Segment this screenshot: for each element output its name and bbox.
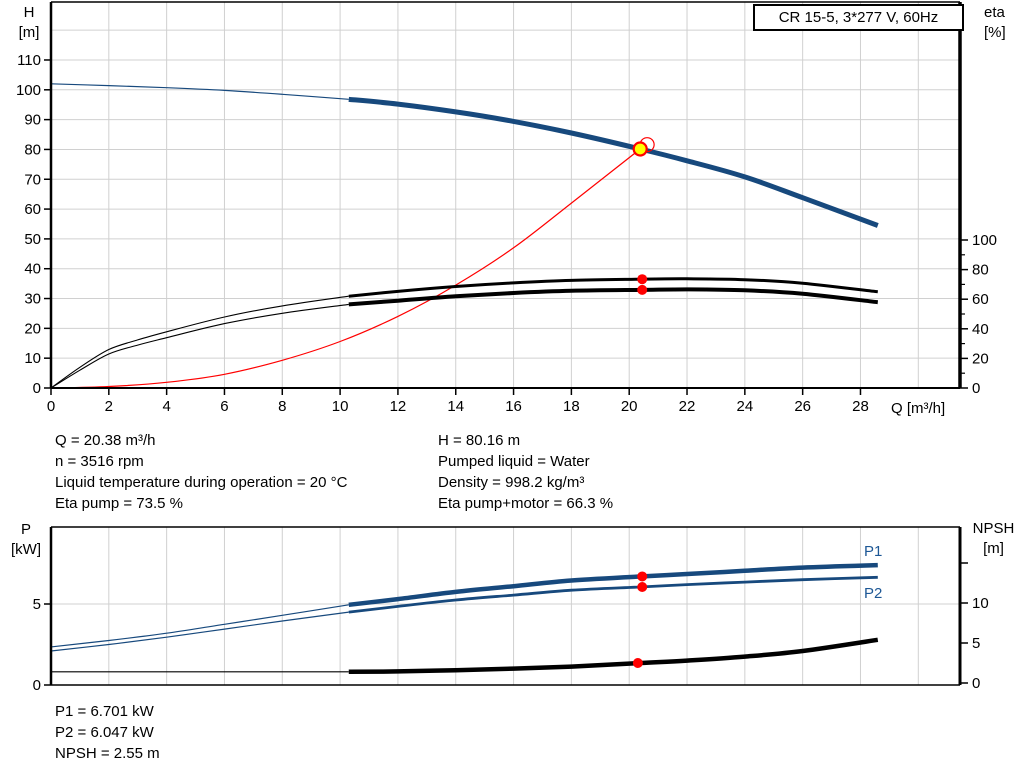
svg-text:20: 20 <box>972 350 989 367</box>
svg-text:P1: P1 <box>864 543 882 560</box>
svg-text:70: 70 <box>24 171 41 188</box>
svg-text:0: 0 <box>972 675 980 692</box>
info-eta-pump: Eta pump = 73.5 % <box>55 495 183 512</box>
svg-text:50: 50 <box>24 231 41 248</box>
svg-text:30: 30 <box>24 291 41 308</box>
svg-text:10: 10 <box>972 595 989 612</box>
npsh-axis-title-unit: [m] <box>983 540 1004 557</box>
svg-text:26: 26 <box>794 398 811 415</box>
svg-text:0: 0 <box>47 398 55 415</box>
svg-text:110: 110 <box>17 52 41 69</box>
svg-text:16: 16 <box>505 398 522 415</box>
head-axis-title-symbol: H <box>23 4 35 21</box>
info-flow: Q = 20.38 m³/h <box>55 432 156 449</box>
svg-text:6: 6 <box>220 398 228 415</box>
svg-text:90: 90 <box>24 112 41 129</box>
power-axis-title: P [kW] <box>2 520 50 560</box>
power-info: P1 = 6.701 kW P2 = 6.047 kW NPSH = 2.55 … <box>55 701 160 764</box>
svg-text:0: 0 <box>33 677 41 694</box>
power-axis-title-symbol: P <box>20 521 31 538</box>
svg-text:24: 24 <box>736 398 753 415</box>
power-axis-title-unit: [kW] <box>11 541 41 558</box>
info-eta-pump-motor: Eta pump+motor = 66.3 % <box>438 495 614 512</box>
flow-axis-title: Q [m³/h] <box>891 400 946 417</box>
info-speed: n = 3516 rpm <box>55 453 144 470</box>
svg-text:P2: P2 <box>864 585 882 602</box>
svg-text:60: 60 <box>972 291 989 308</box>
svg-text:100: 100 <box>16 82 41 99</box>
info-p1: P1 = 6.701 kW <box>55 703 154 720</box>
svg-text:5: 5 <box>972 635 980 652</box>
svg-text:12: 12 <box>390 398 407 415</box>
svg-text:22: 22 <box>679 398 696 415</box>
svg-text:60: 60 <box>24 201 41 218</box>
svg-text:80: 80 <box>972 262 989 279</box>
eta-axis-title-symbol: eta <box>984 4 1005 21</box>
pump-type-box: CR 15-5, 3*277 V, 60Hz <box>753 4 964 31</box>
head-axis-title-unit: [m] <box>18 24 40 41</box>
npsh-axis-title: NPSH [m] <box>963 519 1024 559</box>
svg-text:20: 20 <box>621 398 638 415</box>
info-density: Density = 998.2 kg/m³ <box>438 474 585 491</box>
svg-text:0: 0 <box>33 380 41 397</box>
info-pumped-liquid: Pumped liquid = Water <box>438 453 590 470</box>
svg-text:0: 0 <box>972 380 980 397</box>
svg-text:8: 8 <box>278 398 286 415</box>
npsh-axis-title-symbol: NPSH <box>972 520 1015 537</box>
svg-text:5: 5 <box>33 596 41 613</box>
svg-text:18: 18 <box>563 398 580 415</box>
duty-info-left: Q = 20.38 m³/h n = 3516 rpm Liquid tempe… <box>55 430 347 514</box>
svg-text:100: 100 <box>972 232 997 249</box>
info-liquid-temperature: Liquid temperature during operation = 20… <box>55 474 348 491</box>
svg-text:28: 28 <box>852 398 869 415</box>
svg-text:10: 10 <box>332 398 349 415</box>
eta-axis-title-unit: [%] <box>984 24 1006 41</box>
svg-text:10: 10 <box>24 350 41 367</box>
svg-text:2: 2 <box>105 398 113 415</box>
svg-text:40: 40 <box>24 261 41 278</box>
svg-text:4: 4 <box>162 398 170 415</box>
svg-text:80: 80 <box>24 141 41 158</box>
svg-text:14: 14 <box>447 398 464 415</box>
info-npsh: NPSH = 2.55 m <box>55 745 160 762</box>
head-axis-title: H [m] <box>6 3 52 43</box>
svg-text:40: 40 <box>972 321 989 338</box>
eta-axis-title: eta [%] <box>984 3 1024 43</box>
info-p2: P2 = 6.047 kW <box>55 724 154 741</box>
duty-info-right: H = 80.16 m Pumped liquid = Water Densit… <box>438 430 613 514</box>
svg-text:20: 20 <box>24 320 41 337</box>
info-head: H = 80.16 m <box>438 432 521 449</box>
